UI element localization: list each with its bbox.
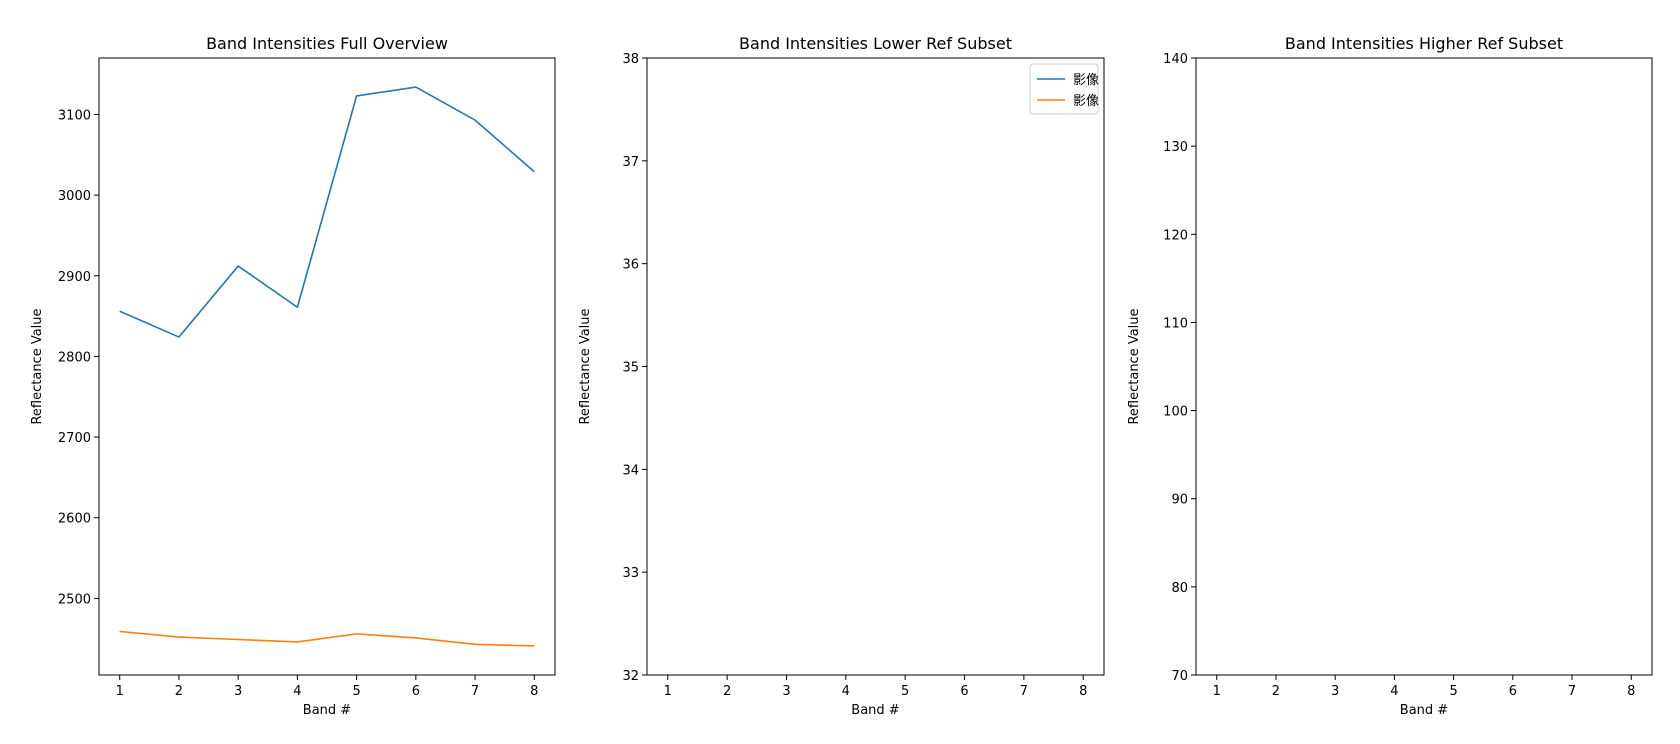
- x-tick-label: 5: [352, 684, 360, 699]
- y-tick-label: 35: [622, 361, 639, 376]
- y-tick-label: 70: [1171, 669, 1188, 684]
- y-axis-label: Reflectance Value: [578, 308, 593, 424]
- x-tick-label: 8: [1079, 684, 1087, 699]
- x-tick-label: 6: [960, 684, 968, 699]
- legend-label-2: 影像: [1073, 94, 1099, 109]
- plot-frame: [98, 57, 556, 676]
- y-tick-label: 36: [622, 258, 639, 273]
- y-tick-label: 34: [622, 463, 639, 478]
- x-tick-label: 7: [471, 684, 479, 699]
- y-tick-label: 90: [1171, 493, 1188, 508]
- y-axis-label: Reflectance Value: [30, 308, 45, 424]
- x-axis-label: Band #: [851, 703, 899, 718]
- x-tick-label: 5: [901, 684, 909, 699]
- y-tick-label: 32: [622, 669, 639, 684]
- y-tick-label: 140: [1163, 52, 1188, 67]
- series-line-1: [119, 86, 535, 339]
- y-tick-label: 130: [1163, 140, 1188, 155]
- y-tick-label: 2800: [58, 350, 91, 365]
- series-line-2: [119, 630, 535, 647]
- y-tick-label: 2600: [58, 512, 91, 527]
- chart-title: Band Intensities Full Overview: [206, 34, 448, 53]
- plot-frame: [1195, 57, 1653, 676]
- plot-frame: [646, 57, 1105, 676]
- x-axis-label: Band #: [303, 703, 351, 718]
- x-tick-label: 5: [1449, 684, 1457, 699]
- y-tick-label: 110: [1163, 316, 1188, 331]
- legend-box: [1029, 63, 1099, 115]
- x-tick-label: 2: [1272, 684, 1280, 699]
- x-tick-label: 8: [1627, 684, 1635, 699]
- y-tick-label: 2500: [58, 592, 91, 607]
- x-tick-label: 3: [782, 684, 790, 699]
- y-tick-label: 37: [622, 155, 639, 170]
- x-tick-label: 1: [1213, 684, 1221, 699]
- chart-title: Band Intensities Higher Ref Subset: [1285, 34, 1563, 53]
- chart-title: Band Intensities Lower Ref Subset: [739, 34, 1012, 53]
- x-tick-label: 3: [234, 684, 242, 699]
- x-tick-label: 6: [1509, 684, 1517, 699]
- y-tick-label: 38: [622, 52, 639, 67]
- x-tick-label: 2: [723, 684, 731, 699]
- legend-label-1: 影像: [1073, 73, 1099, 88]
- y-axis-label: Reflectance Value: [1127, 308, 1142, 424]
- x-tick-label: 7: [1020, 684, 1028, 699]
- x-axis-label: Band #: [1400, 703, 1448, 718]
- x-tick-label: 1: [664, 684, 672, 699]
- y-tick-label: 3000: [58, 189, 91, 204]
- x-tick-label: 2: [175, 684, 183, 699]
- y-tick-label: 100: [1163, 405, 1188, 420]
- chart-panel-1: 1 2 3 4 5 6 7 8 2500 2600 2700 2800 2900 3000 3100 Band…: [30, 34, 556, 718]
- y-tick-label: 80: [1171, 581, 1188, 596]
- x-tick-label: 4: [1390, 684, 1398, 699]
- y-tick-label: 120: [1163, 228, 1188, 243]
- x-tick-label: 4: [293, 684, 301, 699]
- chart-panel-3: 1 2 3 4 5 6 7 8 70 80 90 100 110 120 130 140 Band Intens…: [1127, 34, 1653, 718]
- x-tick-label: 3: [1331, 684, 1339, 699]
- y-tick-label: 33: [622, 566, 639, 581]
- x-tick-label: 4: [842, 684, 850, 699]
- x-tick-label: 6: [412, 684, 420, 699]
- y-tick-label: 3100: [58, 108, 91, 123]
- y-tick-label: 2700: [58, 431, 91, 446]
- x-tick-label: 1: [116, 684, 124, 699]
- y-tick-label: 2900: [58, 270, 91, 285]
- x-tick-label: 8: [530, 684, 538, 699]
- x-tick-label: 7: [1568, 684, 1576, 699]
